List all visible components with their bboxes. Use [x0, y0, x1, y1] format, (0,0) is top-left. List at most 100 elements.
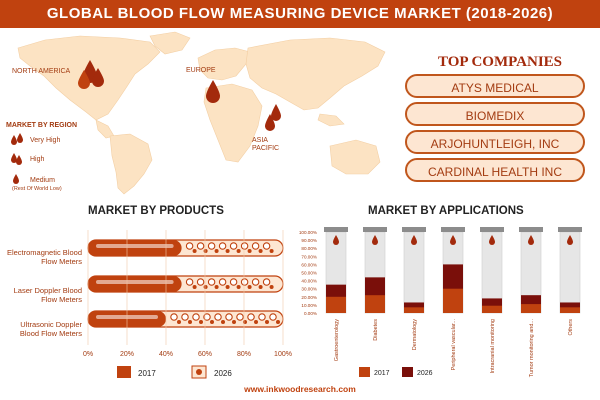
product-label: Electromagnetic Blood Flow Meters [6, 248, 82, 266]
bar-2026-dot [243, 320, 247, 324]
y-tick-label: 60.00% [301, 262, 317, 267]
bar-2026-dot [214, 313, 222, 321]
region-legend-icons [11, 133, 23, 184]
blood-drop-icon [411, 235, 417, 245]
x-tick-label: 0% [83, 351, 93, 358]
applications-chart-title: MARKET BY APPLICATIONS [368, 205, 524, 217]
legend-label-2026: 2026 [214, 369, 232, 378]
bar-2026-dot [225, 285, 230, 289]
bar-2026-dot [181, 313, 189, 321]
bar-2026-dot [269, 249, 274, 253]
bar-2017 [482, 305, 502, 313]
bar-2026-dot [240, 242, 249, 250]
bar-2017-highlight [96, 280, 174, 284]
legend-label-2026: 2026 [417, 370, 433, 377]
category-label: Peripheral vascular... [451, 319, 457, 371]
blood-drop-icon [528, 235, 534, 245]
y-tick-label: 40.00% [301, 279, 317, 284]
bar-2017 [521, 304, 541, 313]
bar-2026-dot [188, 320, 192, 324]
y-tick-label: 90.00% [301, 238, 317, 243]
bar-2017-highlight [96, 244, 174, 248]
top-companies-title: TOP COMPANIES [437, 54, 563, 70]
blood-drop-icon [567, 235, 573, 245]
europe-marker [206, 80, 220, 103]
very-high-icon [11, 133, 23, 145]
bar-2026-dot [269, 313, 277, 321]
legend-swatch-2017 [117, 366, 131, 378]
company-pill: ATYS MEDICAL [405, 74, 585, 98]
legend-swatch-2026 [402, 367, 413, 377]
x-tick-label: 80% [237, 351, 251, 358]
y-tick-label: 80.00% [301, 246, 317, 251]
category-label: Dermatology [412, 319, 418, 350]
bar-2026-dot [247, 249, 252, 253]
bar-2026-dot [269, 285, 274, 289]
bar-2026-dot [258, 249, 263, 253]
legend-medium-note: (Rest Of World Low) [12, 186, 62, 192]
bar-2026-dot [247, 313, 255, 321]
legend-medium: Medium [30, 177, 55, 184]
bar-2026-dot [236, 249, 241, 253]
bar-2026-dot [203, 313, 211, 321]
region-label-asia-pacific: ASIA PACIFIC [252, 137, 280, 152]
company-pill: ARJOHUNTLEIGH, INC [405, 130, 585, 154]
bar-2026-dot [251, 278, 260, 286]
bar-2026-dot [196, 242, 205, 250]
bar-2026-dot [247, 285, 252, 289]
bar-2026-dot [251, 242, 260, 250]
y-tick-label: 0.00% [304, 311, 317, 316]
bar-2017 [365, 295, 385, 313]
bar-2026-dot [185, 242, 194, 250]
medium-icon [13, 174, 19, 184]
north-america-marker [78, 60, 104, 89]
bar-2026-dot [240, 278, 249, 286]
legend-very-high: Very High [30, 137, 61, 144]
category-label: Gastroenterology [334, 319, 340, 361]
blood-drop-icon [489, 235, 495, 245]
bar-2026-dot [265, 320, 269, 324]
bar-2026-dot [262, 278, 271, 286]
x-tick-label: 100% [274, 351, 292, 358]
region-label-north-america: NORTH AMERICA [12, 68, 71, 75]
product-label: Laser Doppler Blood Flow Meters [13, 286, 82, 304]
product-label: Ultrasonic Doppler Blood Flow Meters [19, 320, 82, 338]
x-tick-label: 40% [159, 351, 173, 358]
y-tick-label: 20.00% [301, 295, 317, 300]
blood-drop-icon [450, 235, 456, 245]
bar-2026-dot [225, 313, 233, 321]
bar-2026-dot [203, 249, 208, 253]
bar-2026-dot [199, 320, 203, 324]
x-tick-label: 60% [198, 351, 212, 358]
legend-label-2017: 2017 [138, 369, 156, 378]
bar-2026-dot [210, 320, 214, 324]
bar-2026-dot [236, 313, 244, 321]
bar-2026-dot [203, 285, 208, 289]
company-pill: CARDINAL HEALTH INC [405, 158, 585, 182]
bar-2026-dot [192, 249, 197, 253]
category-label: Tumor monitoring and... [529, 319, 535, 378]
bar-2026-dot [221, 320, 225, 324]
bar-2026-dot [196, 278, 205, 286]
bar-2026-dot [177, 320, 181, 324]
high-icon [11, 153, 22, 165]
bar-2026-dot [218, 242, 227, 250]
tube-cap [402, 227, 426, 232]
category-label: Others [568, 319, 574, 336]
tube-cap [480, 227, 504, 232]
bar-2017 [443, 288, 463, 313]
bar-2026-dot [262, 242, 271, 250]
tube-cap [519, 227, 543, 232]
y-tick-label: 100.00% [299, 230, 317, 235]
category-label: Intracranial monitoring [490, 319, 496, 373]
bar-2026-dot [229, 278, 238, 286]
y-tick-label: 70.00% [301, 254, 317, 259]
region-label-europe: EUROPE [186, 67, 216, 74]
tube-cap [324, 227, 348, 232]
bar-2026-dot [170, 313, 178, 321]
tube-cap [558, 227, 582, 232]
y-tick-label: 30.00% [301, 287, 317, 292]
region-legend-title: MARKET BY REGION [6, 122, 78, 129]
bar-2026-dot [218, 278, 227, 286]
legend-swatch-2017 [359, 367, 370, 377]
